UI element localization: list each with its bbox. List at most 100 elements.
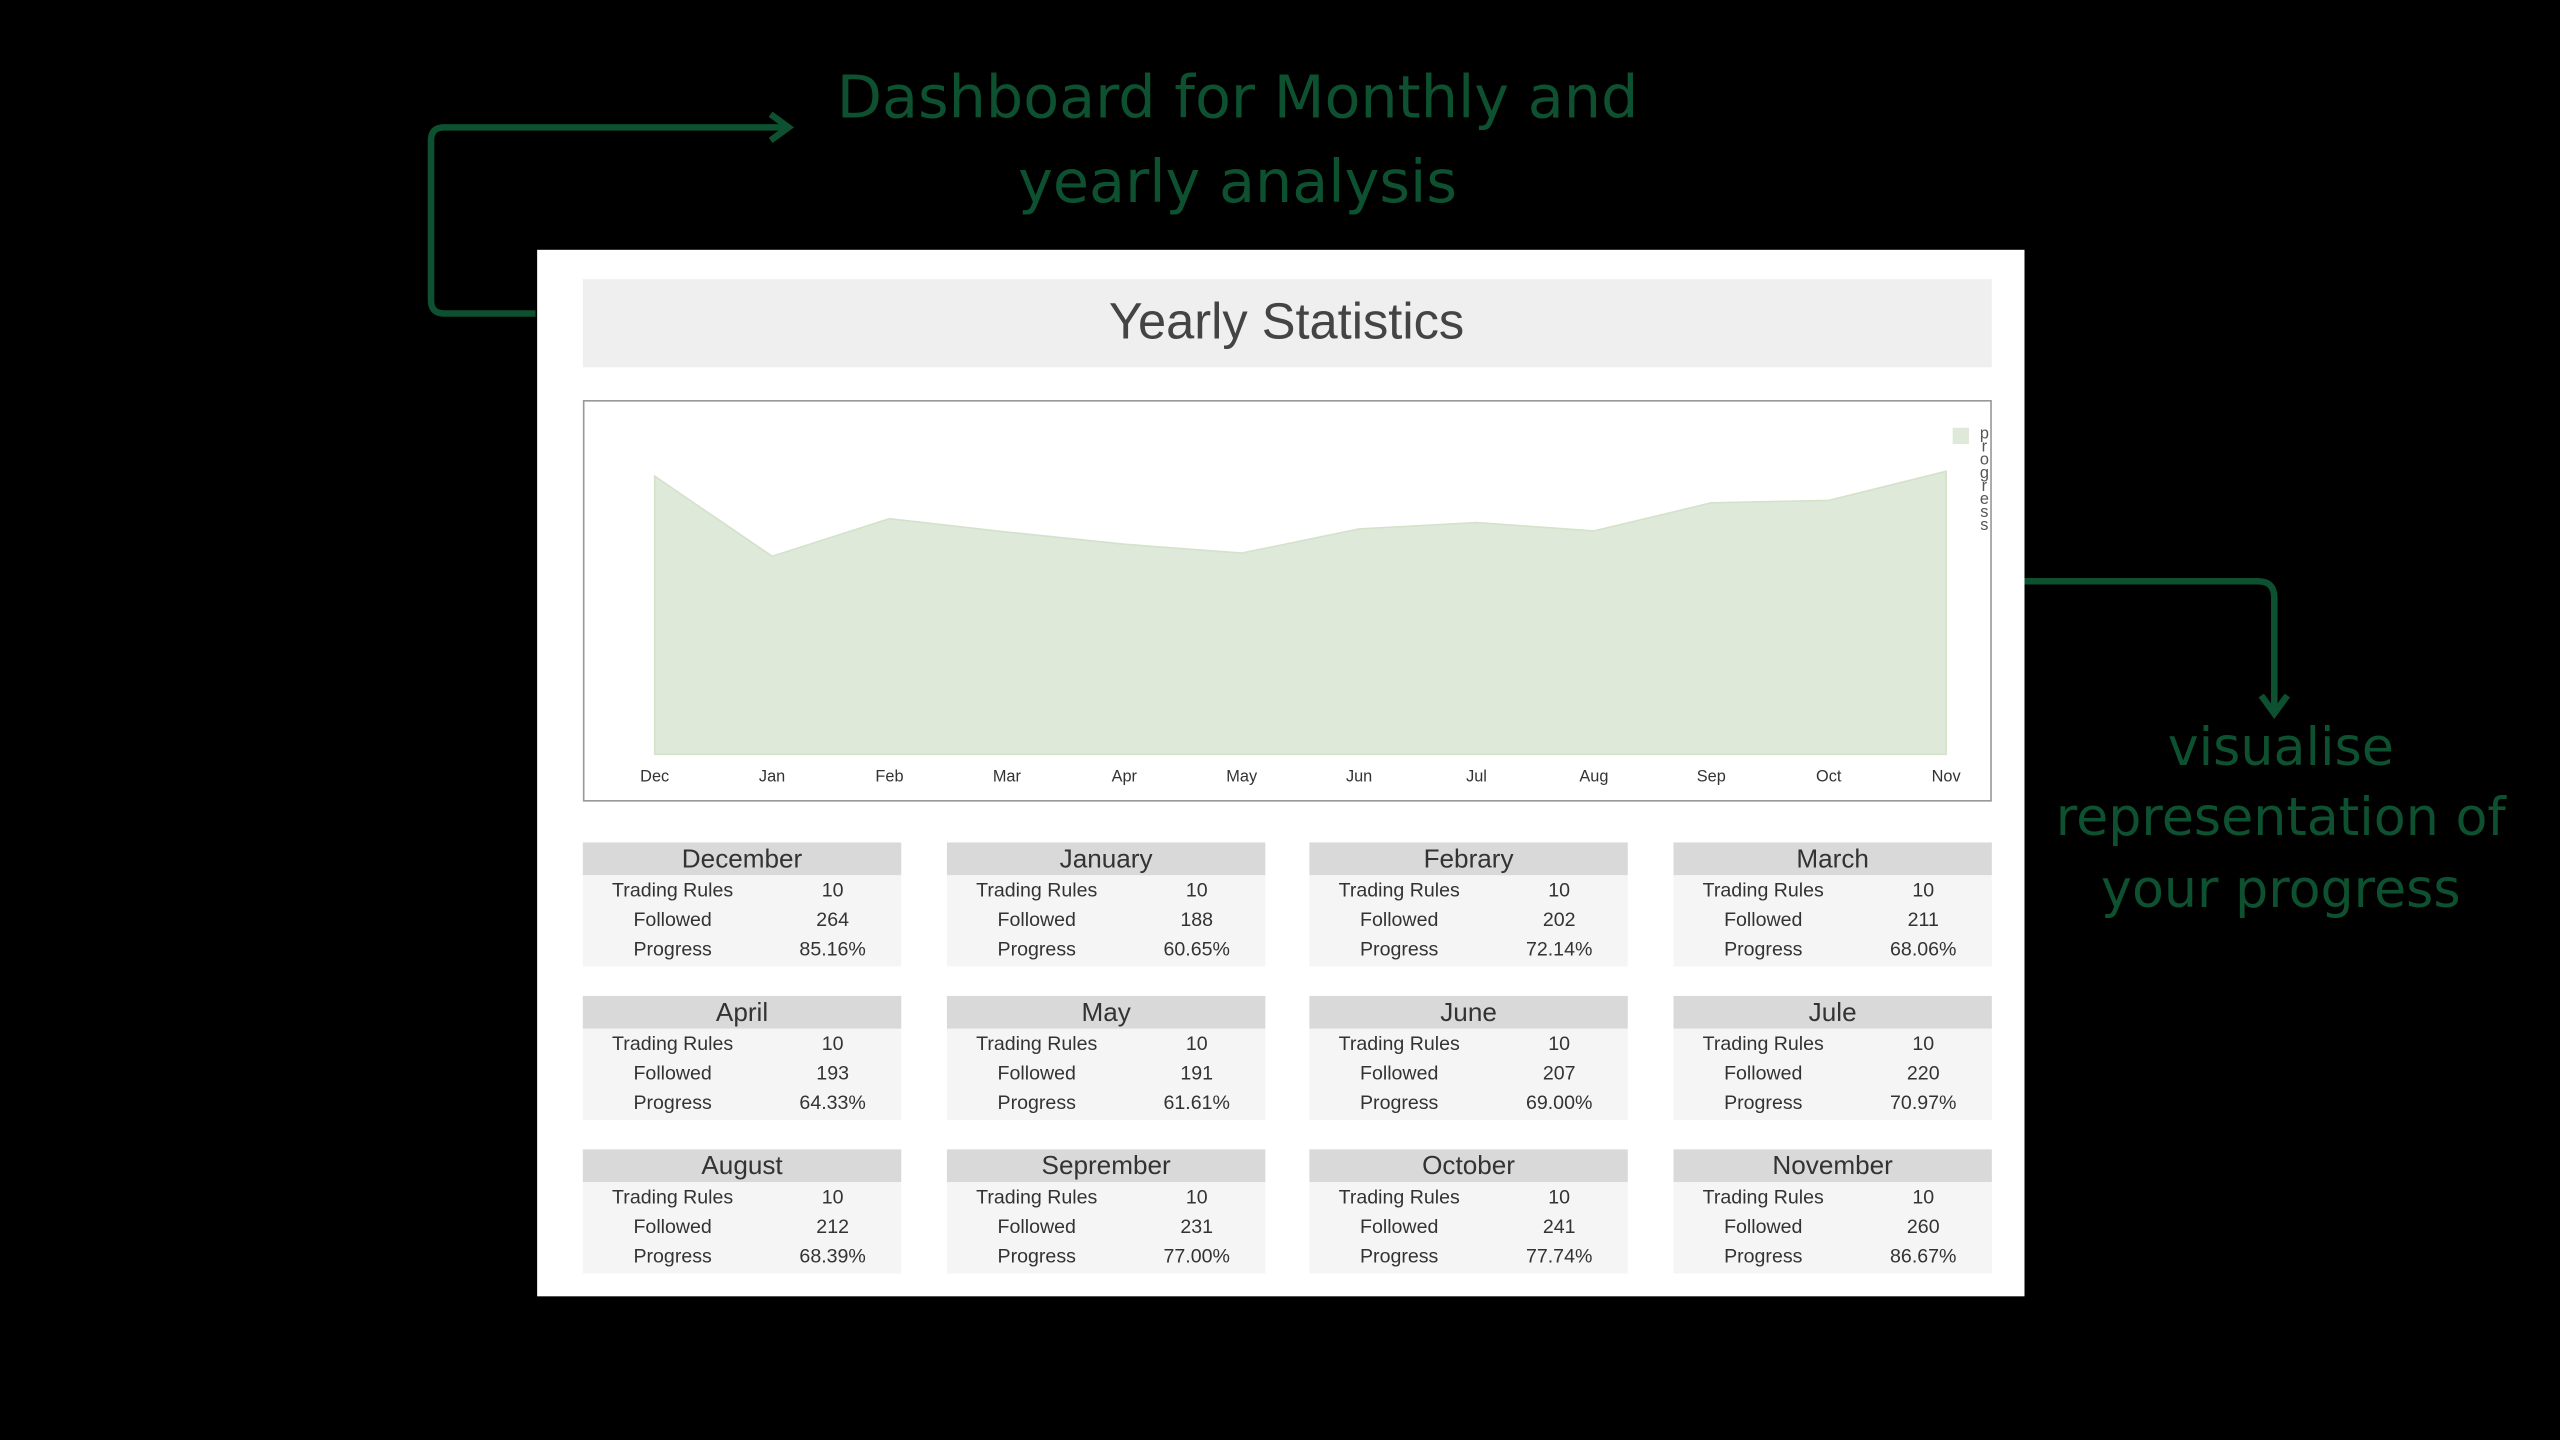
annotation: your progress: [2101, 860, 2461, 920]
month-card: Febrary Trading Rules 10 Followed 202 Progres…: [1309, 842, 1628, 967]
month-card: Seprember Trading Rules 10 Followed 231 Progr…: [946, 1149, 1266, 1274]
card-title: March: [1796, 843, 1869, 873]
row-label: Trading Rules: [612, 1033, 733, 1055]
month-card: October Trading Rules 10 Followed 241 Progres…: [1309, 1149, 1628, 1274]
x-tick-label: Apr: [1112, 767, 1138, 785]
row-label: Followed: [998, 1062, 1076, 1084]
month-card: April Trading Rules 10 Followed 193 Progress 6…: [582, 995, 902, 1120]
card-header: [1309, 1149, 1628, 1183]
card-title: January: [1060, 843, 1153, 873]
month-card: November Trading Rules 10 Followed 260 Progre…: [1673, 1149, 1992, 1274]
row-value: 220: [1907, 1062, 1940, 1084]
month-card: May Trading Rules 10 Followed 191 Progress 61.…: [946, 995, 1266, 1120]
row-label: Progress: [1724, 1245, 1803, 1267]
header-title: Yearly Statistics: [1109, 292, 1464, 349]
x-tick-label: May: [1226, 767, 1258, 785]
x-tick-label: Feb: [875, 767, 903, 785]
row-label: Progress: [998, 938, 1077, 960]
month-card: December Trading Rules 10 Followed 264 Progre…: [582, 842, 902, 967]
row-value: 212: [816, 1216, 849, 1238]
x-tick-label: Aug: [1579, 767, 1608, 785]
x-tick-label: Oct: [1816, 767, 1842, 785]
header-bar: [582, 279, 1992, 368]
row-label: Trading Rules: [1339, 1033, 1460, 1055]
row-label: Trading Rules: [612, 880, 733, 902]
row-value: 60.65%: [1164, 938, 1230, 960]
row-value: 10: [1548, 1033, 1570, 1055]
row-value: 188: [1180, 909, 1213, 931]
card-header: [1309, 995, 1628, 1029]
row-value: 10: [1186, 880, 1208, 902]
row-label: Trading Rules: [976, 1187, 1097, 1209]
row-label: Followed: [633, 909, 711, 931]
row-label: Followed: [998, 909, 1076, 931]
row-label: Followed: [633, 1062, 711, 1084]
card-title: April: [716, 997, 768, 1027]
card-header: [1673, 1149, 1992, 1183]
card-header: [1309, 842, 1628, 876]
card-header: [946, 842, 1266, 876]
row-label: Followed: [1360, 1062, 1438, 1084]
row-value: 68.39%: [799, 1245, 865, 1267]
row-label: Trading Rules: [1703, 1033, 1824, 1055]
row-label: Followed: [1724, 909, 1802, 931]
row-value: 61.61%: [1164, 1092, 1230, 1114]
card-header: [582, 1149, 902, 1183]
annotation: representation of: [2056, 788, 2508, 848]
row-value: 77.00%: [1164, 1245, 1230, 1267]
row-label: Trading Rules: [976, 1033, 1097, 1055]
row-label: Trading Rules: [976, 880, 1097, 902]
row-label: Followed: [998, 1216, 1076, 1238]
card-title: August: [701, 1150, 783, 1180]
row-value: 10: [1186, 1033, 1208, 1055]
row-label: Followed: [633, 1216, 711, 1238]
annotation: Dashboard for Monthly and: [837, 62, 1639, 131]
row-value: 191: [1180, 1062, 1213, 1084]
row-label: Followed: [1724, 1216, 1802, 1238]
row-value: 231: [1180, 1216, 1213, 1238]
cards: December Trading Rules 10 Followed 264 Progre…: [582, 842, 1992, 1274]
arrow-top: [427, 124, 786, 317]
arrowhead-right: [2258, 693, 2290, 720]
x-tick-label: Jul: [1466, 767, 1487, 785]
area: [653, 470, 1947, 756]
annotation: visualise: [2168, 718, 2394, 778]
row-label: Progress: [1360, 938, 1439, 960]
month-card: January Trading Rules 10 Followed 188 Progres…: [946, 842, 1266, 967]
x-tick-label: Jun: [1346, 767, 1372, 785]
x-tick-label: Jan: [759, 767, 785, 785]
card-header: [582, 842, 902, 876]
row-label: Progress: [1724, 938, 1803, 960]
row-label: Followed: [1360, 909, 1438, 931]
row-label: Progress: [1360, 1245, 1439, 1267]
row-value: 10: [822, 1033, 844, 1055]
row-value: 10: [1912, 880, 1934, 902]
card-header: [582, 995, 902, 1029]
row-label: Progress: [633, 1245, 712, 1267]
annotation: yearly analysis: [1018, 147, 1457, 216]
row-value: 260: [1907, 1216, 1940, 1238]
card-header: [1673, 842, 1992, 876]
row-value: 211: [1908, 909, 1939, 931]
legend-text: progress: [1975, 424, 1993, 530]
row-value: 85.16%: [799, 938, 865, 960]
row-value: 70.97%: [1890, 1092, 1956, 1114]
card-title: December: [682, 843, 803, 873]
x-tick-label: Mar: [993, 767, 1022, 785]
row-value: 72.14%: [1526, 938, 1592, 960]
row-value: 86.67%: [1890, 1245, 1956, 1267]
card-title: October: [1422, 1150, 1515, 1180]
month-card: March Trading Rules 10 Followed 211 Progress 6…: [1673, 842, 1992, 967]
card-title: November: [1772, 1150, 1893, 1180]
month-card: August Trading Rules 10 Followed 212 Progress…: [582, 1149, 902, 1274]
row-value: 10: [1912, 1033, 1934, 1055]
row-label: Followed: [1360, 1216, 1438, 1238]
legend-swatch: [1952, 427, 1969, 445]
row-value: 10: [822, 1187, 844, 1209]
month-card: Jule Trading Rules 10 Followed 220 Progress 70…: [1673, 995, 1992, 1120]
row-value: 69.00%: [1526, 1092, 1592, 1114]
card-title: June: [1440, 997, 1497, 1027]
x-tick-label: Sep: [1697, 767, 1726, 785]
